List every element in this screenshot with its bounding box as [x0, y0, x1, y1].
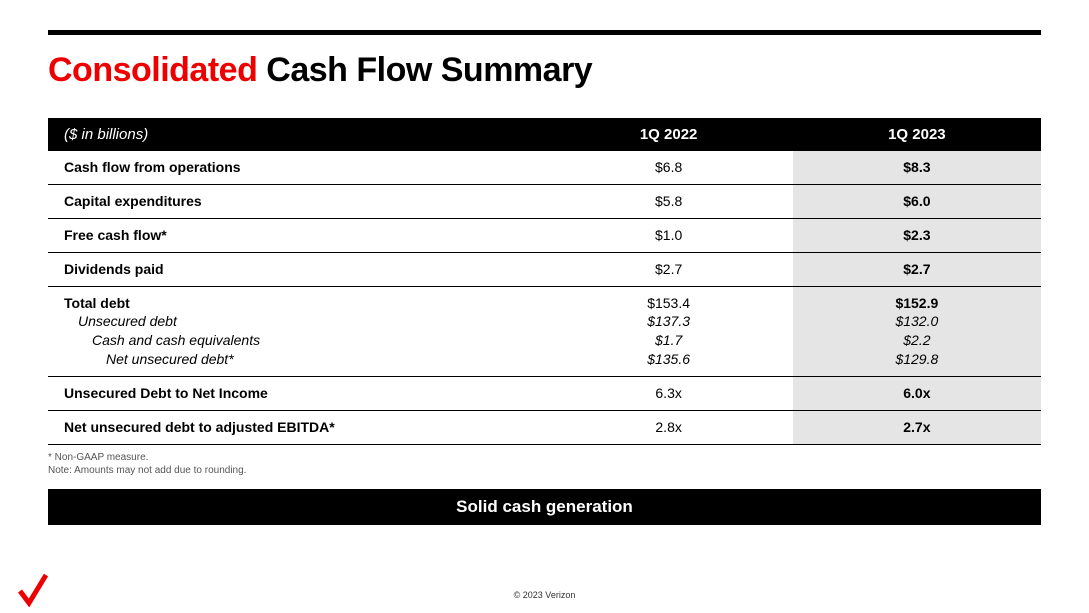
title-accent: Consolidated — [48, 51, 257, 89]
row-q1: $5.8 — [545, 184, 793, 218]
sub-q1: $1.7 — [555, 331, 783, 350]
row-q1: $1.0 — [545, 218, 793, 252]
slide: Consolidated Cash Flow Summary ($ in bil… — [0, 0, 1089, 525]
title-rest: Cash Flow Summary — [257, 51, 592, 89]
header-label: ($ in billions) — [48, 118, 545, 151]
footnote-line: * Non-GAAP measure. — [48, 451, 1041, 464]
row-q2: $2.3 — [793, 218, 1041, 252]
top-rule — [48, 30, 1041, 35]
row-q1: $153.4 $137.3 $1.7 $135.6 — [545, 286, 793, 377]
sub-label: Cash and cash equivalents — [64, 331, 535, 350]
table-row: Free cash flow* $1.0 $2.3 — [48, 218, 1041, 252]
table-header: ($ in billions) 1Q 2022 1Q 2023 — [48, 118, 1041, 151]
row-q1: 6.3x — [545, 377, 793, 411]
table-row: Dividends paid $2.7 $2.7 — [48, 252, 1041, 286]
row-q2: 6.0x — [793, 377, 1041, 411]
row-label: Cash flow from operations — [48, 151, 545, 184]
footer: © 2023 Verizon — [0, 585, 1089, 603]
header-q2: 1Q 2023 — [793, 118, 1041, 151]
debt-main-q2: $152.9 — [895, 295, 938, 311]
row-label: Total debt Unsecured debt Cash and cash … — [48, 286, 545, 377]
row-q1: 2.8x — [545, 411, 793, 445]
row-label: Free cash flow* — [48, 218, 545, 252]
row-label: Net unsecured debt to adjusted EBITDA* — [48, 411, 545, 445]
row-q1: $6.8 — [545, 151, 793, 184]
row-q2: $8.3 — [793, 151, 1041, 184]
copyright: © 2023 Verizon — [514, 590, 576, 600]
row-label: Unsecured Debt to Net Income — [48, 377, 545, 411]
table-row: Cash flow from operations $6.8 $8.3 — [48, 151, 1041, 184]
row-label: Dividends paid — [48, 252, 545, 286]
header-q1: 1Q 2022 — [545, 118, 793, 151]
table-row: Capital expenditures $5.8 $6.0 — [48, 184, 1041, 218]
debt-main-q1: $153.4 — [647, 295, 690, 311]
table-row: Net unsecured debt to adjusted EBITDA* 2… — [48, 411, 1041, 445]
page-title: Consolidated Cash Flow Summary — [48, 51, 1041, 90]
cashflow-table: ($ in billions) 1Q 2022 1Q 2023 Cash flo… — [48, 118, 1041, 445]
sub-q1: $135.6 — [555, 350, 783, 369]
row-q2: $6.0 — [793, 184, 1041, 218]
banner: Solid cash generation — [48, 489, 1041, 525]
sub-q2: $132.0 — [803, 312, 1031, 331]
footnote-line: Note: Amounts may not add due to roundin… — [48, 464, 1041, 477]
sub-q2: $129.8 — [803, 350, 1031, 369]
row-q1: $2.7 — [545, 252, 793, 286]
row-q2: $2.7 — [793, 252, 1041, 286]
sub-q1: $137.3 — [555, 312, 783, 331]
row-q2: $152.9 $132.0 $2.2 $129.8 — [793, 286, 1041, 377]
row-label: Capital expenditures — [48, 184, 545, 218]
sub-label: Net unsecured debt* — [64, 350, 535, 369]
sub-label: Unsecured debt — [64, 312, 535, 331]
debt-main-label: Total debt — [64, 295, 130, 311]
footnotes: * Non-GAAP measure. Note: Amounts may no… — [48, 451, 1041, 477]
table-row-debt-group: Total debt Unsecured debt Cash and cash … — [48, 286, 1041, 377]
sub-q2: $2.2 — [803, 331, 1031, 350]
verizon-check-icon — [18, 573, 48, 607]
table-row: Unsecured Debt to Net Income 6.3x 6.0x — [48, 377, 1041, 411]
row-q2: 2.7x — [793, 411, 1041, 445]
